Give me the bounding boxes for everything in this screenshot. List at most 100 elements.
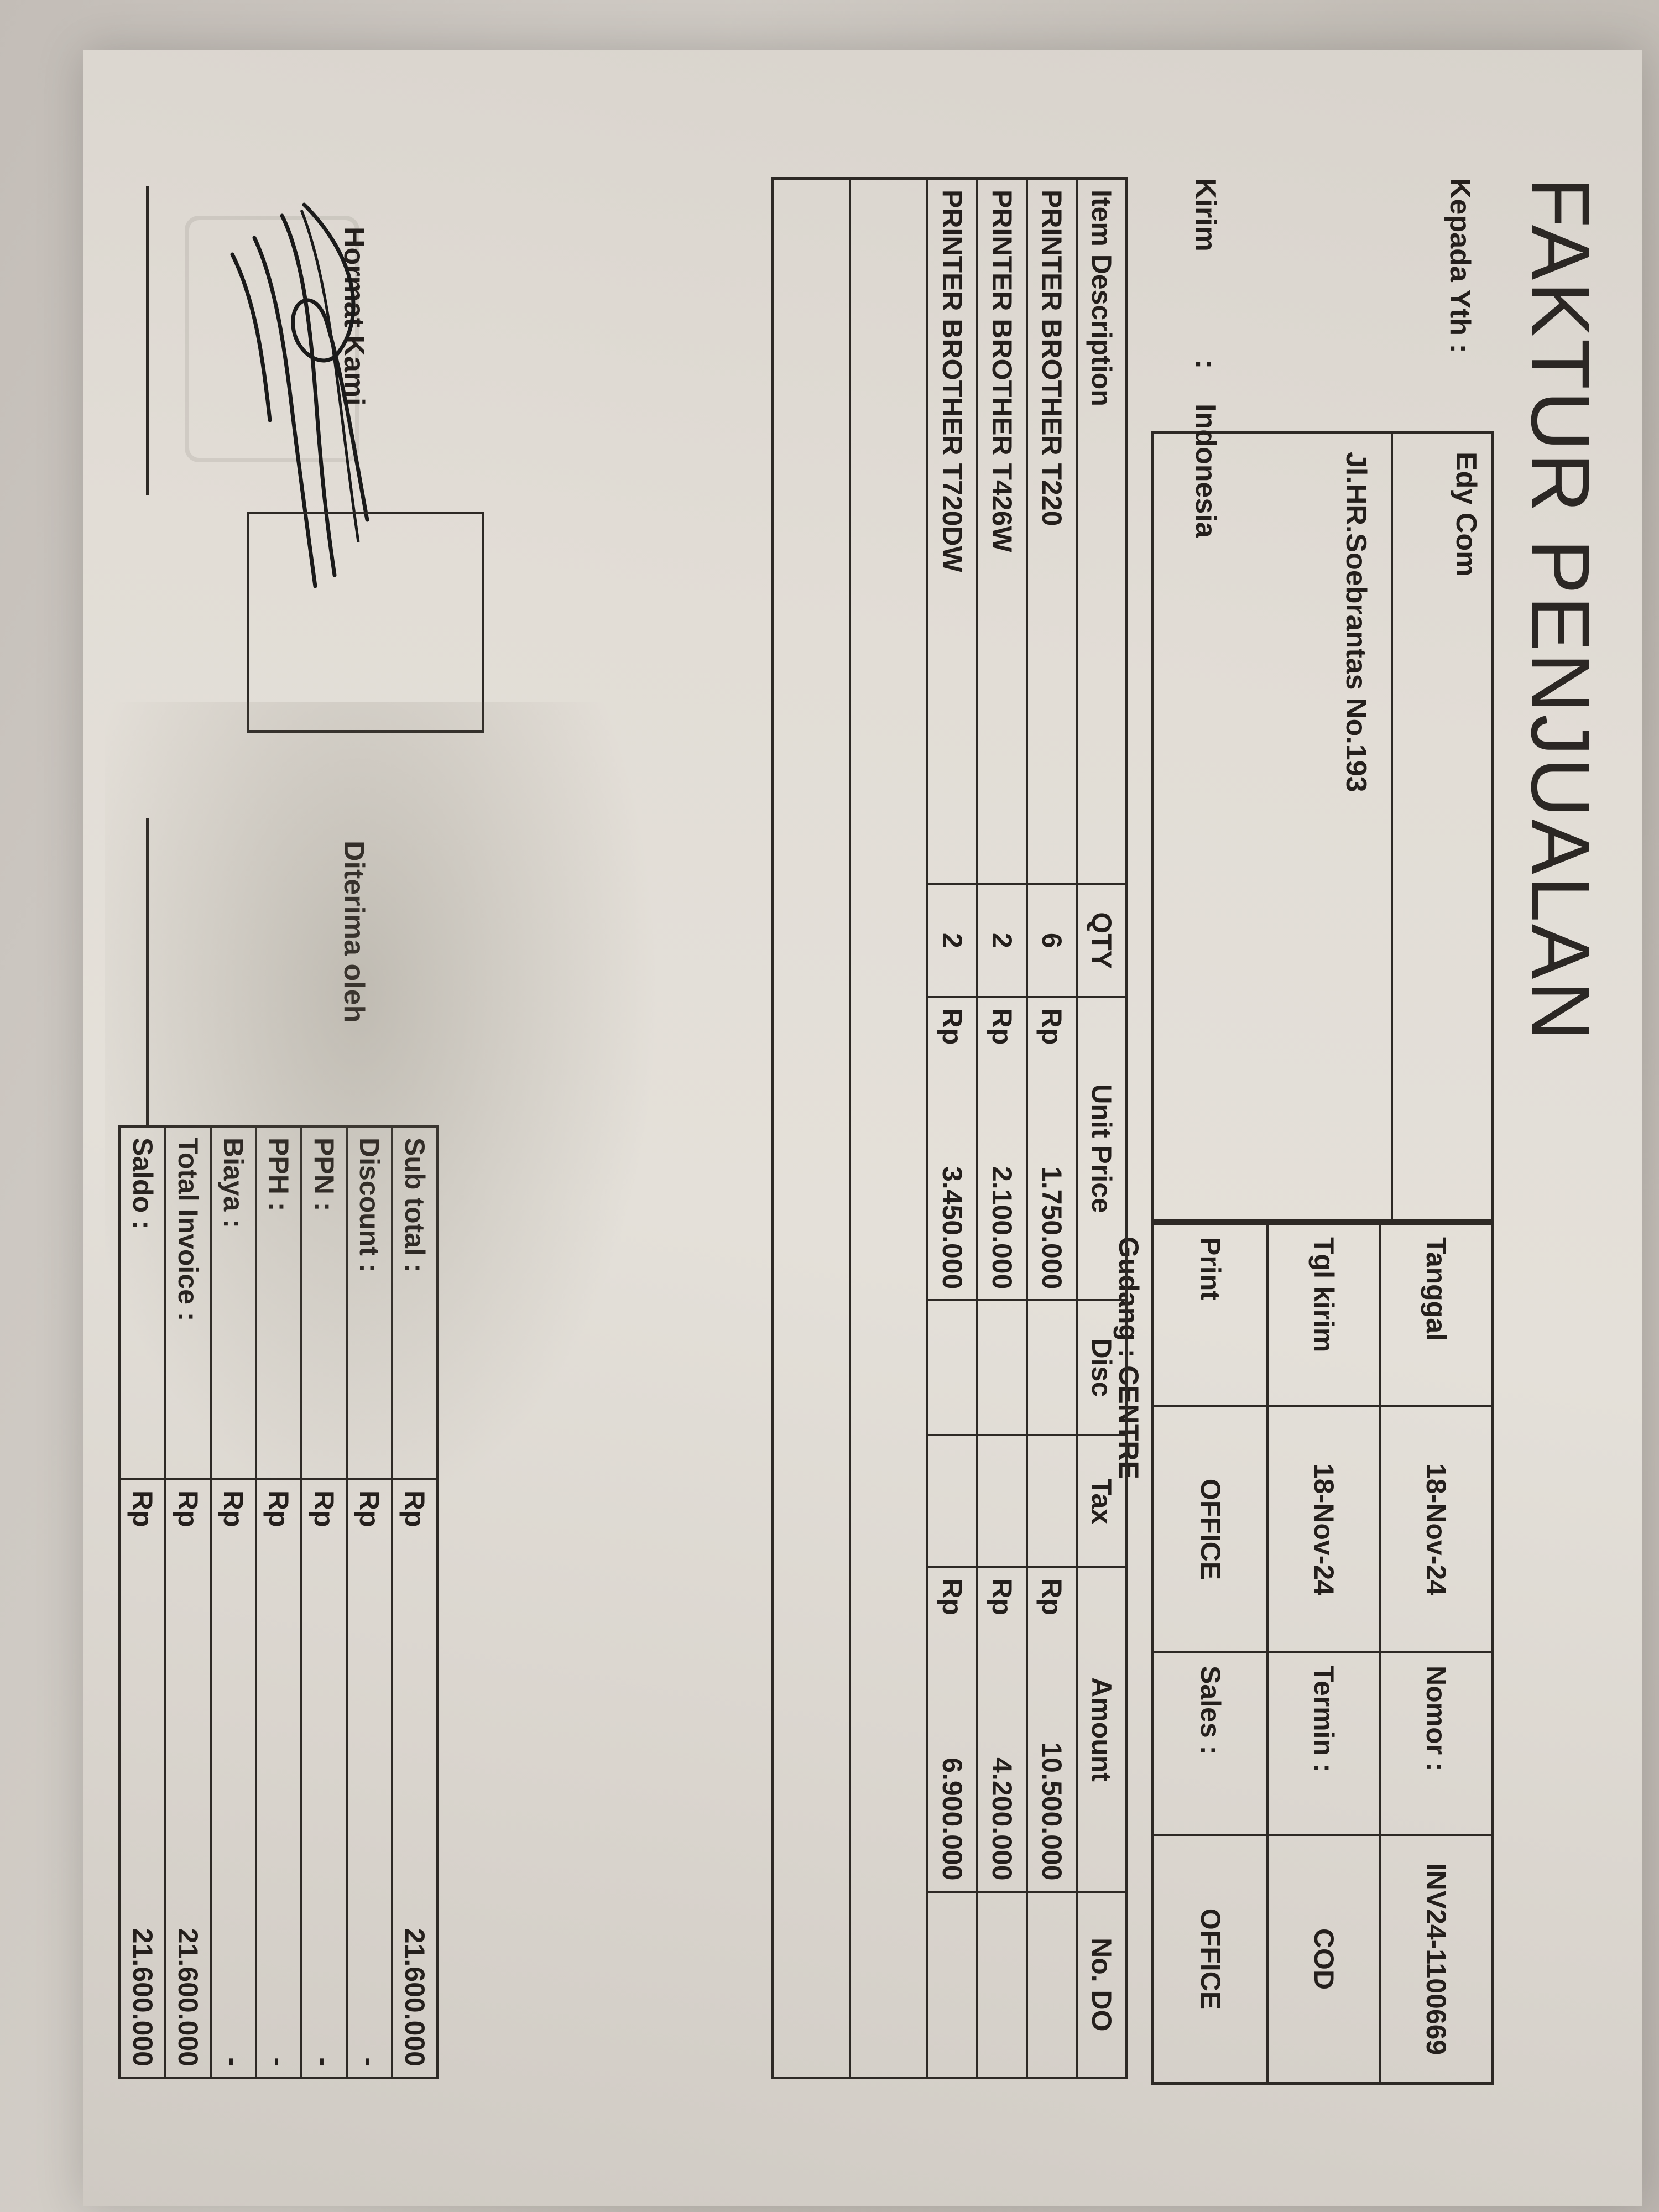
column-header-amount: Amount xyxy=(1077,1567,1127,1892)
sales-value: OFFICE xyxy=(1194,1908,1226,2010)
pph-amount: - xyxy=(263,2057,294,2067)
cell-unit-price: Rp 3.450.000 xyxy=(927,997,977,1301)
discount-value: Rp - xyxy=(347,1479,392,2078)
table-row: PRINTER BROTHER T720DW 2 Rp 3.450.000 Rp 6… xyxy=(927,178,977,2078)
ppn-label: PPN : xyxy=(301,1126,347,1479)
cell-description: PRINTER BROTHER T220 xyxy=(1027,178,1077,884)
tgl-kirim-label: Tgl kirim xyxy=(1266,1225,1379,1407)
customer-divider xyxy=(1391,434,1393,1219)
customer-name: Edy Com xyxy=(1450,452,1482,577)
invoice-info-grid: Tanggal 18-Nov-24 Nomor : INV24-1100669 … xyxy=(1151,1222,1494,2085)
kirim-colon: : xyxy=(1190,359,1222,369)
stamp-ghost xyxy=(185,216,359,462)
column-header-unit-price: Unit Price xyxy=(1077,997,1127,1301)
cell-no-do xyxy=(977,1891,1027,2078)
unit-price-value: 1.750.000 xyxy=(1036,1166,1067,1290)
total-row-biaya: Biaya : Rp - xyxy=(211,1126,256,2078)
cell-amount: Rp 6.900.000 xyxy=(927,1567,977,1892)
column-header-description: Item Description xyxy=(1077,178,1127,884)
total-row-subtotal: Sub total : Rp 21.600.000 xyxy=(392,1126,438,2078)
totals-table: Sub total : Rp 21.600.000 Discount : Rp - … xyxy=(118,1125,439,2079)
customer-box: Edy Com Jl.HR.Soebrantas No.193 xyxy=(1151,431,1494,1222)
cell-disc xyxy=(1027,1300,1077,1436)
total-row-pph: PPH : Rp - xyxy=(256,1126,301,2078)
cell-disc xyxy=(927,1300,977,1436)
biaya-value: Rp - xyxy=(211,1479,256,2078)
total-invoice-amount: 21.600.000 xyxy=(173,1928,204,2067)
tanggal-label: Tanggal xyxy=(1379,1225,1491,1407)
unit-price-value: 3.450.000 xyxy=(937,1166,968,1290)
total-invoice-value: Rp 21.600.000 xyxy=(165,1479,211,2078)
column-header-tax: Tax xyxy=(1077,1435,1127,1568)
currency-symbol: Rp xyxy=(354,1490,385,1527)
cell-blank xyxy=(850,178,927,2078)
saldo-amount: 21.600.000 xyxy=(127,1928,158,2067)
cell-tax xyxy=(927,1435,977,1568)
cell-amount: Rp 4.200.000 xyxy=(977,1567,1027,1892)
cell-blank xyxy=(772,178,850,2078)
currency-symbol: Rp xyxy=(987,1008,1018,1045)
invoice-sheet: FAKTUR PENJUALAN Kepada Yth : Edy Com Jl… xyxy=(83,50,1642,2206)
total-row-ppn: PPN : Rp - xyxy=(301,1126,347,2078)
ppn-amount: - xyxy=(309,2057,340,2067)
table-row-blank xyxy=(850,178,927,2078)
total-row-saldo: Saldo : Rp 21.600.000 xyxy=(119,1126,165,2078)
subtotal-amount: 21.600.000 xyxy=(399,1928,430,2067)
cell-qty: 6 xyxy=(1027,884,1077,997)
currency-symbol: Rp xyxy=(1036,1578,1067,1616)
termin-value: COD xyxy=(1266,1836,1379,2082)
tanggal-value: 18-Nov-24 xyxy=(1379,1407,1491,1653)
biaya-amount: - xyxy=(218,2057,249,2067)
cell-qty: 2 xyxy=(927,884,977,997)
saldo-value: Rp 21.600.000 xyxy=(119,1479,165,2078)
cell-description: PRINTER BROTHER T720DW xyxy=(927,178,977,884)
table-row: PRINTER BROTHER T220 6 Rp 1.750.000 Rp 10.… xyxy=(1027,178,1077,2078)
total-row-discount: Discount : Rp - xyxy=(347,1126,392,2078)
sales-label: Sales : xyxy=(1154,1653,1267,1836)
kirim-value: Indonesia xyxy=(1190,404,1222,538)
saldo-label: Saldo : xyxy=(119,1126,165,1479)
cell-qty: 2 xyxy=(977,884,1027,997)
customer-address: Jl.HR.Soebrantas No.193 xyxy=(1340,452,1372,792)
page-title: FAKTUR PENJUALAN xyxy=(1514,177,1607,1042)
currency-symbol: Rp xyxy=(937,1008,968,1045)
termin-label: Termin : xyxy=(1266,1653,1379,1836)
column-header-disc: Disc xyxy=(1077,1300,1127,1436)
cell-tax xyxy=(977,1435,1027,1568)
cell-unit-price: Rp 1.750.000 xyxy=(1027,997,1077,1301)
line-items-table: Item Description QTY Unit Price Disc Tax… xyxy=(771,177,1128,2079)
amount-value: 10.500.000 xyxy=(1036,1742,1067,1881)
currency-symbol: Rp xyxy=(127,1490,158,1527)
kirim-label: Kirim xyxy=(1190,178,1222,252)
pph-label: PPH : xyxy=(256,1126,301,1479)
currency-symbol: Rp xyxy=(399,1490,430,1527)
subtotal-label: Sub total : xyxy=(392,1126,438,1479)
unit-price-value: 2.100.000 xyxy=(987,1166,1018,1290)
table-row: PRINTER BROTHER T426W 2 Rp 2.100.000 Rp 4.… xyxy=(977,178,1027,2078)
table-header-row: Item Description QTY Unit Price Disc Tax… xyxy=(1077,178,1127,2078)
cell-description: PRINTER BROTHER T426W xyxy=(977,178,1027,884)
signature-box xyxy=(247,512,484,733)
table-row-blank xyxy=(772,178,850,2078)
currency-symbol: Rp xyxy=(987,1578,1018,1616)
currency-symbol: Rp xyxy=(263,1490,294,1527)
hormat-kami-signature-line xyxy=(146,186,149,495)
column-header-no-do: No. DO xyxy=(1077,1891,1127,2078)
cell-no-do xyxy=(927,1891,977,2078)
total-invoice-label: Total Invoice : xyxy=(165,1126,211,1479)
currency-symbol: Rp xyxy=(218,1490,249,1527)
nomor-label: Nomor : xyxy=(1379,1653,1491,1836)
cell-no-do xyxy=(1027,1891,1077,2078)
cell-unit-price: Rp 2.100.000 xyxy=(977,997,1027,1301)
currency-symbol: Rp xyxy=(937,1578,968,1616)
amount-value: 6.900.000 xyxy=(937,1757,968,1881)
column-header-qty: QTY xyxy=(1077,884,1127,997)
diterima-oleh-signature-line xyxy=(146,818,149,1128)
subtotal-value: Rp 21.600.000 xyxy=(392,1479,438,2078)
print-value: OFFICE xyxy=(1154,1407,1267,1653)
print-label: Print xyxy=(1154,1225,1267,1407)
tgl-kirim-value: 18-Nov-24 xyxy=(1266,1407,1379,1653)
biaya-label: Biaya : xyxy=(211,1126,256,1479)
cell-amount: Rp 10.500.000 xyxy=(1027,1567,1077,1892)
pph-value: Rp - xyxy=(256,1479,301,2078)
